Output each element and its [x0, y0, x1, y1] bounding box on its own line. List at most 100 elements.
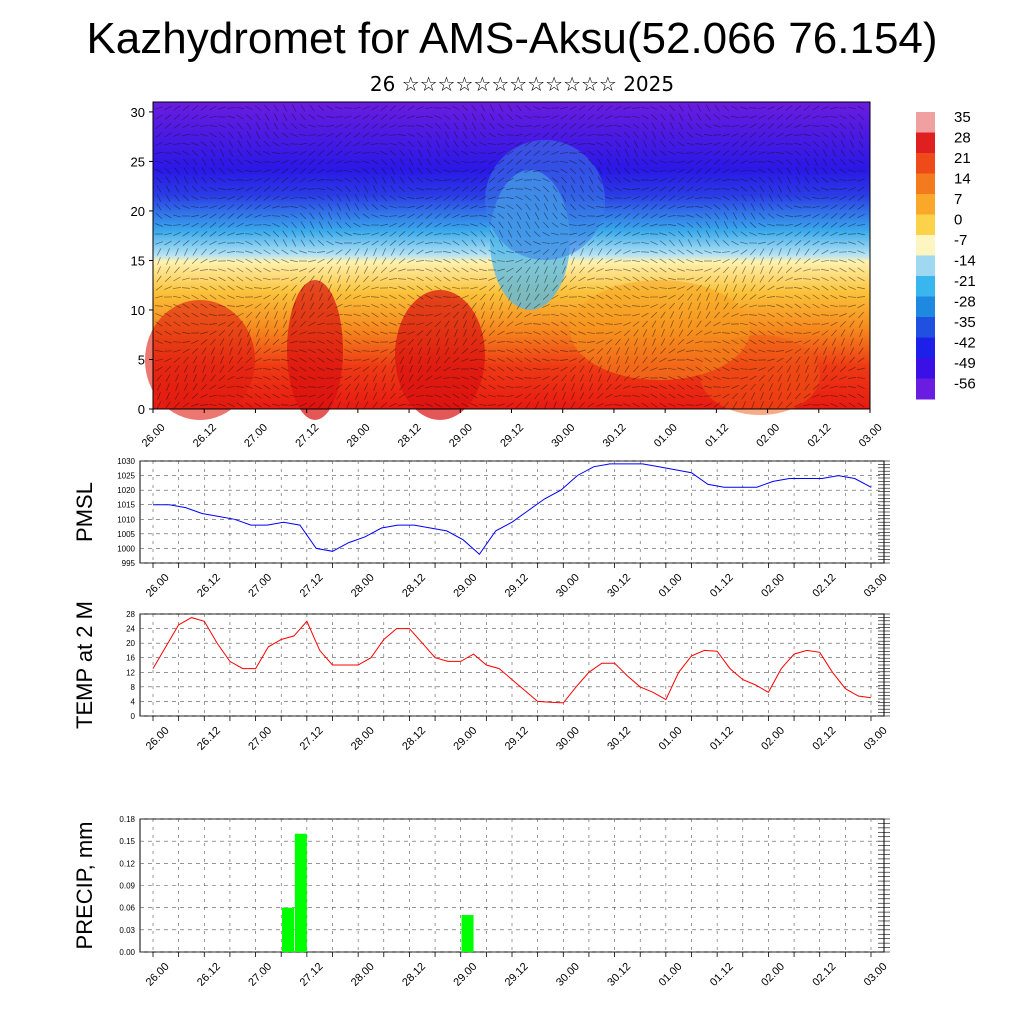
- x-tick-label: 03.00: [862, 961, 890, 989]
- y-axis-label: PRECIP, mm: [72, 822, 97, 950]
- colorbar-label: 0: [954, 212, 962, 229]
- y-tick-label: 24: [126, 625, 135, 634]
- x-tick-label: 03.00: [862, 572, 890, 600]
- y-tick-label: 0: [138, 402, 145, 417]
- x-tick-label: 01.12: [703, 422, 731, 450]
- colorbar-swatch: [916, 358, 935, 379]
- y-tick-label: 25: [131, 154, 145, 169]
- x-tick-label: 26.12: [195, 961, 223, 989]
- colorbar-label: -56: [954, 376, 976, 393]
- x-tick-label: 29.12: [503, 572, 531, 600]
- y-tick-label: 8: [131, 683, 136, 692]
- x-tick-label: 26.00: [144, 572, 172, 600]
- y-tick-label: 1020: [117, 486, 135, 495]
- x-tick-label: 27.00: [242, 422, 270, 450]
- colorbar-swatch: [916, 378, 935, 400]
- y-axis-label: TEMP at 2 M: [72, 601, 97, 729]
- x-tick-label: 30.12: [605, 961, 633, 989]
- x-tick-label: 30.12: [605, 725, 633, 753]
- x-tick-label: 30.00: [554, 725, 582, 753]
- temperature-blob: [145, 300, 255, 420]
- x-tick-label: 29.12: [503, 725, 531, 753]
- precip-bar: [282, 907, 295, 952]
- x-tick-label: 28.12: [396, 422, 424, 450]
- x-tick-label: 28.00: [345, 422, 373, 450]
- y-tick-label: 0.06: [119, 904, 135, 913]
- colorbar-swatch: [916, 132, 935, 154]
- y-tick-label: 16: [126, 654, 135, 663]
- x-tick-label: 26.12: [191, 422, 219, 450]
- y-tick-label: 1015: [117, 501, 135, 510]
- temperature-blob: [570, 280, 750, 380]
- x-tick-label: 30.12: [601, 422, 629, 450]
- x-tick-label: 28.12: [400, 572, 428, 600]
- colorbar-swatch: [916, 112, 935, 133]
- y-tick-label: 0.00: [119, 948, 135, 957]
- y-tick-label: 4: [131, 697, 136, 706]
- y-tick-label: 15: [131, 253, 145, 268]
- x-tick-label: 26.00: [140, 422, 168, 450]
- y-tick-label: 30: [131, 105, 145, 120]
- x-tick-label: 29.00: [447, 422, 475, 450]
- colorbar-swatch: [916, 194, 935, 215]
- x-tick-label: 30.00: [554, 572, 582, 600]
- y-tick-label: 0.15: [119, 837, 135, 846]
- y-tick-label: 10: [131, 303, 145, 318]
- x-tick-label: 27.00: [246, 961, 274, 989]
- colorbar-label: -35: [954, 314, 976, 331]
- temperature-blob: [485, 140, 605, 260]
- chart-subtitle: 26 ☆☆☆☆☆☆☆☆☆☆☆☆ 2025: [369, 72, 675, 96]
- y-tick-label: 1005: [117, 530, 135, 539]
- x-tick-label: 27.00: [246, 572, 274, 600]
- x-tick-label: 28.12: [400, 725, 428, 753]
- temperature-series-line: [152, 617, 872, 704]
- y-tick-label: 1030: [117, 457, 135, 466]
- colorbar-label: -42: [954, 335, 976, 352]
- x-tick-label: 02.12: [810, 725, 838, 753]
- wind-barbs: [154, 104, 866, 409]
- x-tick-label: 27.12: [293, 422, 321, 450]
- x-tick-label: 29.00: [451, 572, 479, 600]
- x-tick-label: 29.00: [451, 961, 479, 989]
- x-tick-label: 02.12: [810, 961, 838, 989]
- x-tick-label: 02.12: [810, 572, 838, 600]
- colorbar-label: 7: [954, 191, 962, 208]
- x-tick-label: 28.12: [400, 961, 428, 989]
- colorbar-label: -7: [954, 232, 967, 249]
- x-tick-label: 29.12: [498, 422, 526, 450]
- precip-bar: [294, 833, 307, 952]
- y-tick-label: 1025: [117, 472, 135, 481]
- precip-bar: [461, 915, 474, 952]
- x-tick-label: 01.12: [708, 725, 736, 753]
- colorbar-label: -14: [954, 253, 976, 270]
- y-tick-label: 5: [138, 352, 145, 367]
- x-tick-label: 26.12: [195, 725, 223, 753]
- x-tick-label: 01.12: [708, 572, 736, 600]
- colorbar-swatch: [916, 276, 935, 297]
- x-tick-label: 01.00: [657, 961, 685, 989]
- colorbar-label: -28: [954, 294, 976, 311]
- x-tick-label: 30.00: [554, 961, 582, 989]
- x-tick-label: 02.12: [806, 422, 834, 450]
- colorbar-swatch: [916, 235, 935, 256]
- x-tick-label: 02.00: [759, 725, 787, 753]
- y-tick-label: 1000: [117, 544, 135, 553]
- colorbar-label: 35: [954, 109, 971, 126]
- colorbar-swatch: [916, 317, 935, 338]
- y-tick-label: 0.03: [119, 926, 135, 935]
- y-tick-label: 995: [122, 559, 136, 568]
- y-tick-label: 28: [126, 610, 135, 619]
- temperature-blob: [395, 290, 485, 420]
- x-tick-label: 01.12: [708, 961, 736, 989]
- x-tick-label: 28.00: [349, 572, 377, 600]
- colorbar-swatch: [916, 296, 935, 318]
- y-tick-label: 0.12: [119, 859, 135, 868]
- x-tick-label: 27.00: [246, 725, 274, 753]
- x-tick-label: 26.00: [144, 725, 172, 753]
- y-axis-label: PMSL: [72, 482, 97, 542]
- colorbar-label: 21: [954, 150, 971, 167]
- colorbar-label: -21: [954, 273, 976, 290]
- x-tick-label: 29.00: [451, 725, 479, 753]
- colorbar-label: 14: [954, 171, 971, 188]
